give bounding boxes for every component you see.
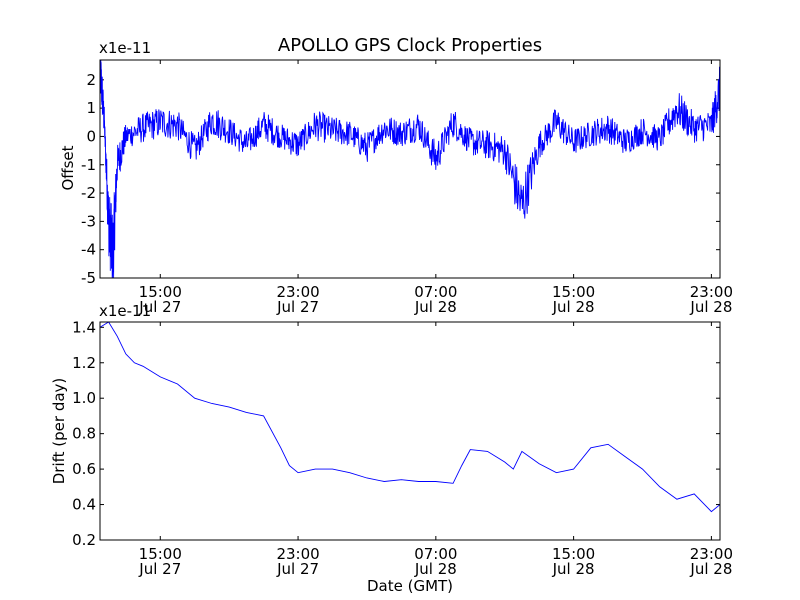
y-tick-label: 0.4 (72, 496, 96, 514)
x-tick-date-label: Jul 28 (552, 298, 595, 316)
x-tick-date-label: Jul 28 (689, 298, 732, 316)
x-tick-time-label: 15:00 (139, 283, 182, 301)
drift-plot-area (100, 322, 720, 513)
x-tick-date-label: Jul 28 (414, 560, 457, 578)
drift-y-axis-label: Drift (per day) (50, 378, 68, 485)
x-tick-date-label: Jul 27 (276, 560, 319, 578)
y-tick-label: -4 (81, 241, 96, 259)
x-tick-time-label: 23:00 (276, 545, 319, 563)
x-tick-time-label: 23:00 (690, 545, 733, 563)
x-tick-date-label: Jul 28 (552, 560, 595, 578)
y-tick-label: 1 (86, 99, 96, 117)
y-tick-label: -1 (81, 156, 96, 174)
x-tick-date-label: Jul 28 (689, 560, 732, 578)
offset-y-multiplier: x1e-11 (99, 39, 151, 57)
x-tick-time-label: 07:00 (414, 545, 457, 563)
y-tick-label: 0.8 (72, 425, 96, 443)
x-tick-date-label: Jul 28 (414, 298, 457, 316)
x-tick-time-label: 07:00 (414, 283, 457, 301)
x-axis-label: Date (GMT) (367, 577, 453, 595)
y-tick-label: 0.6 (72, 460, 96, 478)
series-line (100, 60, 720, 278)
drift-axes-frame (99, 321, 721, 541)
y-tick-label: 1.0 (72, 389, 96, 407)
offset-plot-area (100, 60, 720, 278)
x-tick-time-label: 15:00 (139, 545, 182, 563)
x-tick-time-label: 23:00 (690, 283, 733, 301)
drift-y-multiplier: x1e-11 (99, 302, 151, 320)
y-tick-label: 1.2 (72, 354, 96, 372)
y-tick-label: -5 (81, 269, 96, 287)
x-tick-time-label: 15:00 (552, 283, 595, 301)
x-tick-date-label: Jul 27 (276, 298, 319, 316)
x-tick-date-label: Jul 27 (138, 298, 181, 316)
y-tick-label: 1.4 (72, 318, 96, 336)
y-tick-label: -3 (81, 212, 96, 230)
y-tick-label: 2 (86, 71, 96, 89)
y-tick-label: 0.2 (72, 531, 96, 549)
y-tick-label: -2 (81, 184, 96, 202)
x-tick-time-label: 15:00 (552, 545, 595, 563)
offset-y-axis-label: Offset (59, 145, 77, 190)
chart-title: APOLLO GPS Clock Properties (278, 35, 542, 56)
offset-axes-frame (99, 59, 721, 279)
x-tick-date-label: Jul 27 (138, 560, 181, 578)
y-tick-label: 0 (86, 127, 96, 145)
x-tick-time-label: 23:00 (276, 283, 319, 301)
series-line (100, 322, 720, 513)
